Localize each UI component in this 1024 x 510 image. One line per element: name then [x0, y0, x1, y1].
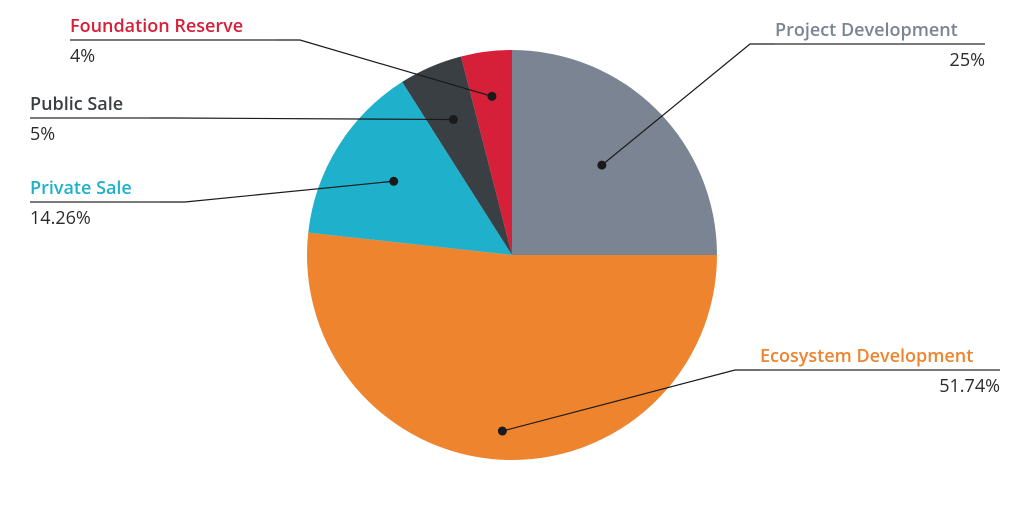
slice-label-name: Public Sale: [30, 92, 123, 116]
slice-label-percent: 51.74%: [939, 374, 1000, 398]
pie-slice: [307, 233, 717, 460]
slice-label-name: Private Sale: [30, 176, 132, 200]
slice-label-percent: 14.26%: [30, 206, 91, 230]
slice-label-percent: 4%: [70, 44, 95, 68]
slice-label-percent: 25%: [950, 48, 985, 72]
slice-label-name: Project Development: [775, 18, 958, 42]
slice-label-name: Ecosystem Development: [760, 344, 973, 368]
slice-label-percent: 5%: [30, 122, 55, 146]
pie-chart: Project Development 25% Ecosystem Developm…: [0, 0, 1024, 510]
pie-slice: [512, 50, 717, 255]
slice-label-name: Foundation Reserve: [70, 14, 243, 38]
